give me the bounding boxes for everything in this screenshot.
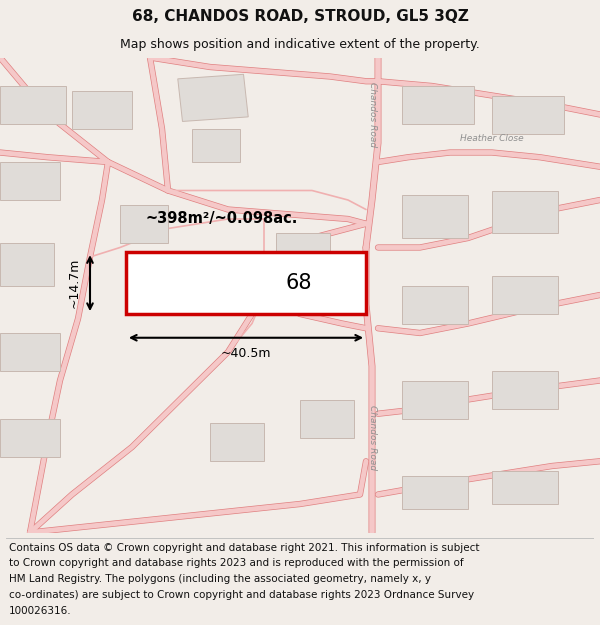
Bar bbox=[402, 476, 468, 509]
Text: Chandos Road: Chandos Road bbox=[367, 82, 377, 147]
Text: ~14.7m: ~14.7m bbox=[68, 258, 81, 308]
Text: to Crown copyright and database rights 2023 and is reproduced with the permissio: to Crown copyright and database rights 2… bbox=[9, 559, 464, 569]
Bar bbox=[492, 191, 558, 233]
Text: 100026316.: 100026316. bbox=[9, 606, 71, 616]
Bar bbox=[0, 162, 60, 200]
Text: Chandos Road: Chandos Road bbox=[367, 405, 377, 470]
Bar bbox=[492, 96, 564, 134]
Bar bbox=[210, 423, 264, 461]
Text: co-ordinates) are subject to Crown copyright and database rights 2023 Ordnance S: co-ordinates) are subject to Crown copyr… bbox=[9, 591, 474, 601]
Bar bbox=[492, 276, 558, 314]
Bar bbox=[402, 86, 474, 124]
Text: ~40.5m: ~40.5m bbox=[221, 348, 271, 360]
Bar bbox=[120, 205, 168, 242]
Bar bbox=[192, 129, 240, 162]
Bar bbox=[402, 381, 468, 419]
Bar bbox=[492, 471, 558, 504]
Bar bbox=[72, 91, 132, 129]
Text: HM Land Registry. The polygons (including the associated geometry, namely x, y: HM Land Registry. The polygons (includin… bbox=[9, 574, 431, 584]
Bar bbox=[402, 195, 468, 238]
Bar bbox=[276, 233, 330, 276]
Polygon shape bbox=[178, 74, 248, 121]
Text: Heather Close: Heather Close bbox=[460, 134, 524, 142]
Text: ~398m²/~0.098ac.: ~398m²/~0.098ac. bbox=[146, 211, 298, 226]
Bar bbox=[0, 242, 54, 286]
Bar bbox=[0, 333, 60, 371]
Bar bbox=[402, 286, 468, 324]
Text: 68: 68 bbox=[286, 273, 312, 293]
Text: Map shows position and indicative extent of the property.: Map shows position and indicative extent… bbox=[120, 38, 480, 51]
Text: Contains OS data © Crown copyright and database right 2021. This information is : Contains OS data © Crown copyright and d… bbox=[9, 542, 479, 552]
Bar bbox=[0, 419, 60, 456]
Bar bbox=[126, 253, 366, 314]
Bar bbox=[300, 399, 354, 437]
Bar bbox=[0, 86, 66, 124]
Text: 68, CHANDOS ROAD, STROUD, GL5 3QZ: 68, CHANDOS ROAD, STROUD, GL5 3QZ bbox=[131, 9, 469, 24]
Bar bbox=[492, 371, 558, 409]
